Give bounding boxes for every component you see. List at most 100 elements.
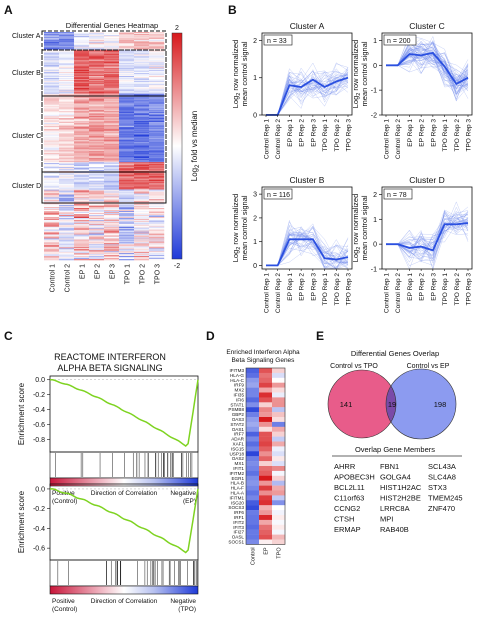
heatmap-cell (119, 76, 135, 78)
heatmap-cell (74, 65, 90, 67)
heatmap-cell (89, 92, 105, 94)
heatmap-cell (74, 88, 90, 91)
heatmap-cell (119, 222, 135, 225)
heatmap-cell (89, 199, 105, 201)
heatmap-cell (44, 216, 60, 219)
sample-label: TPO 3 (155, 264, 162, 284)
heatmap-cell (59, 109, 75, 111)
heatmap-cell (134, 255, 150, 257)
heatmap-cell (59, 215, 75, 218)
heatmap-cell (44, 63, 60, 65)
heatmap-cell (119, 225, 135, 228)
x-tick-label: TPO Rep 1 (322, 273, 329, 306)
heatmap-cell (149, 118, 165, 120)
gene-cell (272, 417, 286, 423)
heatmap-cell (59, 164, 75, 166)
heatmap-cell (89, 117, 105, 119)
heatmap-cell (89, 78, 105, 81)
heatmap-cell (149, 53, 165, 55)
heatmap-cell (89, 33, 105, 36)
heatmap-cell (44, 62, 60, 64)
heatmap-cell (149, 142, 165, 144)
venn-right-label: Control vs EP (407, 363, 450, 370)
heatmap-cell (74, 176, 90, 179)
heatmap-cell (74, 94, 90, 96)
heatmap-cell (89, 147, 105, 149)
y-tick-label: 1 (373, 38, 377, 45)
heatmap-cell (149, 232, 165, 234)
gene-cell (272, 466, 286, 472)
heatmap-cell (134, 198, 150, 200)
gene-cell (259, 456, 273, 462)
gene-cell (259, 529, 273, 535)
heatmap-cell (134, 177, 150, 180)
heatmap-cell (74, 165, 90, 167)
heatmap-cell (44, 56, 60, 58)
heatmap-cell (89, 161, 105, 163)
heatmap-cell (134, 76, 150, 78)
heatmap-cell (134, 226, 150, 229)
heatmap-cell (89, 145, 105, 147)
heatmap-cell (89, 46, 105, 48)
heatmap-cell (119, 148, 135, 150)
heatmap-cell (104, 91, 120, 93)
heatmap-cell (74, 174, 90, 177)
heatmap-cell (104, 98, 120, 100)
heatmap-cell (119, 230, 135, 232)
heatmap-cell (59, 235, 75, 237)
heatmap-cell (149, 255, 165, 257)
heatmap-cell (104, 168, 120, 170)
heatmap-cell (44, 224, 60, 227)
heatmap-cell (149, 158, 165, 160)
heatmap-cell (149, 65, 165, 67)
heatmap-cell (89, 91, 105, 93)
heatmap-cell (104, 56, 120, 58)
heatmap-cell (134, 65, 150, 67)
heatmap-cell (44, 225, 60, 228)
gene-cell (272, 402, 286, 408)
heatmap-cell (44, 131, 60, 134)
heatmap-cell (89, 237, 105, 239)
heatmap-cell (74, 251, 90, 253)
heatmap-cell (89, 185, 105, 187)
x-tick-label: EP Rep 2 (419, 119, 426, 147)
heatmap-cell (44, 160, 60, 162)
heatmap-cell (134, 73, 150, 75)
heatmap-cell (89, 157, 105, 159)
heatmap-cell (149, 133, 165, 136)
heatmap-cell (89, 259, 105, 261)
heatmap-cell (104, 194, 120, 196)
heatmap-cell (74, 129, 90, 132)
heatmap-cell (59, 68, 75, 70)
heatmap-cell (134, 164, 150, 166)
x-tick-label: TPO Rep 3 (466, 273, 473, 306)
heatmap-cell (104, 57, 120, 59)
heatmap-cell (44, 102, 60, 104)
heatmap-cell (44, 39, 60, 42)
y-tick-label: 2 (373, 192, 377, 199)
heatmap-cell (119, 161, 135, 163)
heatmap-cell (119, 33, 135, 36)
heatmap-cell (74, 74, 90, 76)
heatmap-cell (59, 91, 75, 93)
x-tick-label: TPO Rep 2 (454, 119, 461, 152)
heatmap-cell (74, 154, 90, 156)
heatmap-cell (104, 68, 120, 70)
heatmap-cell (119, 103, 135, 105)
heatmap-cell (134, 48, 150, 50)
heatmap-cell (149, 134, 165, 137)
heatmap-cell (134, 166, 150, 168)
heatmap-cell (59, 118, 75, 120)
heatmap-cell (89, 32, 105, 34)
heatmap-cell (119, 200, 135, 202)
x-tick-label: TPO Rep 3 (346, 273, 353, 306)
gene-label: GBP2 (232, 412, 245, 417)
gene-cell (259, 377, 273, 383)
heatmap-cell (59, 201, 75, 203)
es-curve (50, 488, 199, 554)
heatmap-cell (134, 195, 150, 197)
heatmap-cell (134, 124, 150, 127)
heatmap-cell (149, 91, 165, 93)
heatmap-cell (149, 156, 165, 158)
heatmap-cell (149, 222, 165, 225)
